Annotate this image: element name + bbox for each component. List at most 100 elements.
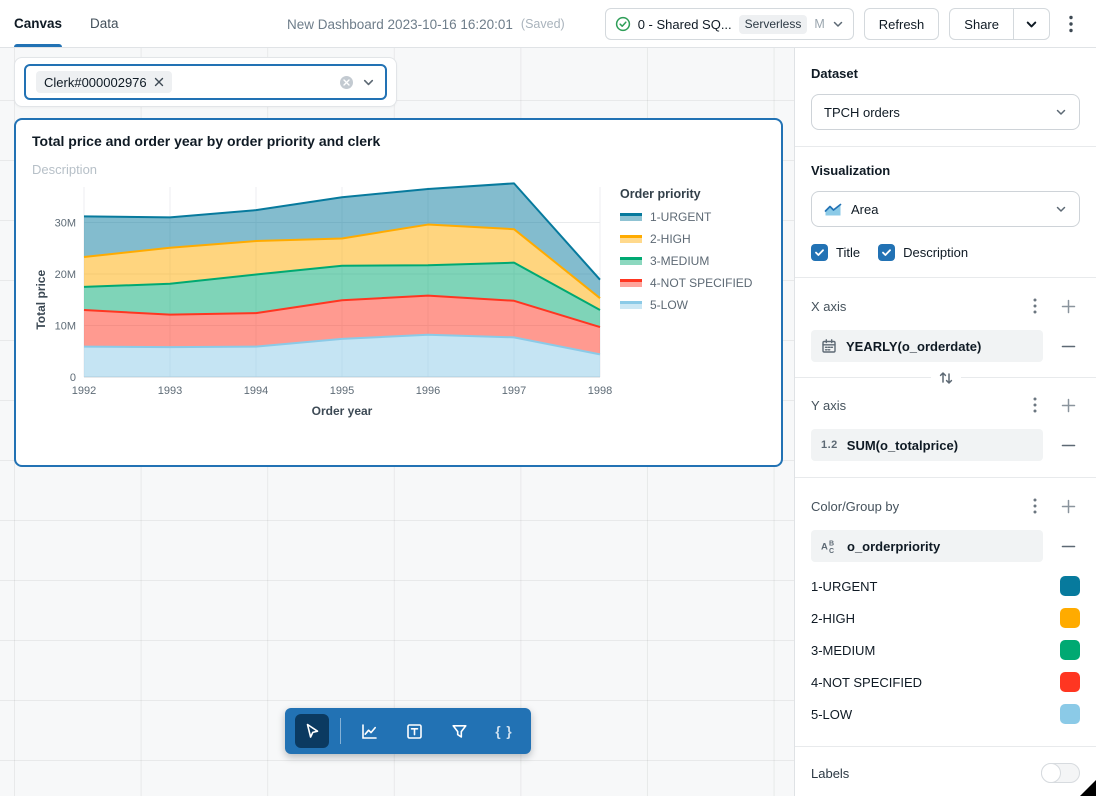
overflow-menu-button[interactable]: [1060, 8, 1082, 40]
legend-item[interactable]: 2-HIGH: [620, 232, 765, 246]
category-label: 3-MEDIUM: [811, 642, 876, 658]
y-axis-field-chip[interactable]: 1.2 SUM(o_totalprice): [811, 429, 1043, 461]
color-group-label: Color/Group by: [811, 498, 900, 514]
labels-toggle[interactable]: [1041, 763, 1080, 783]
chip-remove-icon[interactable]: [154, 77, 164, 87]
checkbox-check-icon: [878, 244, 896, 261]
x-axis-add-button[interactable]: [1056, 294, 1080, 318]
y-axis-menu-button[interactable]: [1023, 393, 1047, 417]
saved-status: (Saved): [520, 17, 565, 31]
x-axis-field-name: YEARLY(o_orderdate): [846, 338, 982, 354]
title-checkbox[interactable]: Title: [811, 244, 860, 261]
color-group-remove-button[interactable]: [1056, 534, 1080, 558]
warehouse-select[interactable]: 0 - Shared SQ... Serverless M: [604, 8, 854, 40]
legend-item[interactable]: 5-LOW: [620, 298, 765, 312]
svg-text:1993: 1993: [158, 385, 182, 397]
category-color-swatch[interactable]: [1060, 704, 1080, 724]
code-braces-icon: { }: [495, 723, 513, 739]
color-group-add-button[interactable]: [1056, 494, 1080, 518]
category-label: 1-URGENT: [811, 578, 878, 594]
x-axis-label: X axis: [811, 298, 847, 314]
chart-widget[interactable]: Total price and order year by order prio…: [14, 118, 783, 467]
filter-widget[interactable]: Clerk#000002976: [14, 57, 397, 107]
kebab-icon: [1033, 498, 1037, 514]
title-checkbox-label: Title: [836, 245, 861, 260]
category-color-swatch[interactable]: [1060, 576, 1080, 596]
x-axis-menu-button[interactable]: [1023, 294, 1047, 318]
cursor-icon: [303, 722, 321, 740]
area-chart-icon: [824, 202, 842, 217]
checkbox-check-icon: [811, 244, 828, 261]
category-color-swatch[interactable]: [1060, 608, 1080, 628]
panel-divider: [795, 746, 1096, 747]
svg-text:1994: 1994: [244, 385, 268, 397]
visualization-select[interactable]: Area: [811, 191, 1080, 227]
share-menu-button[interactable]: [1014, 8, 1050, 40]
dataset-select[interactable]: TPCH orders: [811, 94, 1080, 130]
minus-icon: [1061, 345, 1075, 347]
svg-text:C: C: [829, 548, 834, 554]
description-checkbox-label: Description: [903, 245, 969, 260]
chart-widget-title[interactable]: Total price and order year by order prio…: [32, 133, 381, 149]
category-row: 1-URGENT: [811, 570, 1080, 602]
warehouse-name: 0 - Shared SQ...: [637, 16, 732, 32]
panel-divider: [795, 146, 1096, 147]
refresh-button[interactable]: Refresh: [863, 8, 940, 40]
add-visualization-button[interactable]: [352, 714, 386, 748]
calendar-icon: [821, 338, 837, 354]
svg-text:20M: 20M: [55, 269, 76, 281]
category-color-swatch[interactable]: [1060, 640, 1080, 660]
color-group-menu-button[interactable]: [1023, 494, 1047, 518]
chart-widget-description[interactable]: Description: [32, 162, 98, 177]
legend-label: 4-NOT SPECIFIED: [650, 276, 753, 290]
dashboard-title[interactable]: New Dashboard 2023-10-16 16:20:01: [287, 16, 513, 32]
canvas-toolbar: { }: [285, 708, 531, 754]
chevron-down-icon: [1025, 18, 1038, 31]
clear-all-icon[interactable]: [339, 75, 354, 90]
y-axis-label: Y axis: [811, 397, 847, 413]
tab-data[interactable]: Data: [90, 16, 119, 31]
plus-icon: [1061, 398, 1075, 412]
x-axis-remove-button[interactable]: [1056, 334, 1080, 358]
add-filter-button[interactable]: [442, 714, 476, 748]
toggle-knob: [1041, 763, 1061, 783]
svg-text:B: B: [829, 541, 834, 548]
category-row: 2-HIGH: [811, 602, 1080, 634]
category-color-swatch[interactable]: [1060, 672, 1080, 692]
swap-axes-button[interactable]: [930, 369, 961, 389]
share-button[interactable]: Share: [949, 8, 1014, 40]
y-axis-remove-button[interactable]: [1056, 433, 1080, 457]
filter-select[interactable]: Clerk#000002976: [24, 64, 387, 100]
svg-text:1992: 1992: [72, 385, 96, 397]
visualization-value: Area: [851, 201, 879, 217]
panel-divider: [795, 277, 1096, 278]
legend-item[interactable]: 3-MEDIUM: [620, 254, 765, 268]
legend-label: 3-MEDIUM: [650, 254, 710, 268]
legend-label: 1-URGENT: [650, 210, 712, 224]
dashboard-canvas[interactable]: Clerk#000002976 Total price and order ye…: [0, 48, 795, 796]
svg-text:A: A: [821, 542, 828, 553]
code-tool-button[interactable]: { }: [487, 714, 521, 748]
category-label: 2-HIGH: [811, 610, 856, 626]
filter-chip-value: Clerk#000002976: [44, 74, 147, 90]
description-checkbox[interactable]: Description: [878, 244, 968, 261]
x-axis-field-chip[interactable]: YEARLY(o_orderdate): [811, 330, 1043, 362]
legend-item[interactable]: 1-URGENT: [620, 210, 765, 224]
screen-corner: [1080, 780, 1096, 796]
legend-label: 2-HIGH: [650, 232, 691, 246]
legend-swatch-icon: [620, 256, 642, 266]
add-textbox-button[interactable]: [397, 714, 431, 748]
plus-icon: [1061, 299, 1075, 313]
select-tool-button[interactable]: [295, 714, 329, 748]
color-group-field-name: o_orderpriority: [847, 538, 941, 554]
dataset-label: Dataset: [811, 66, 858, 81]
svg-text:Order year: Order year: [312, 404, 373, 418]
chevron-down-icon[interactable]: [362, 76, 375, 89]
tab-canvas[interactable]: Canvas: [14, 0, 63, 47]
legend-item[interactable]: 4-NOT SPECIFIED: [620, 276, 765, 290]
panel-divider: [795, 369, 1096, 389]
y-axis-add-button[interactable]: [1056, 393, 1080, 417]
svg-text:1996: 1996: [416, 385, 440, 397]
category-row: 4-NOT SPECIFIED: [811, 666, 1080, 698]
